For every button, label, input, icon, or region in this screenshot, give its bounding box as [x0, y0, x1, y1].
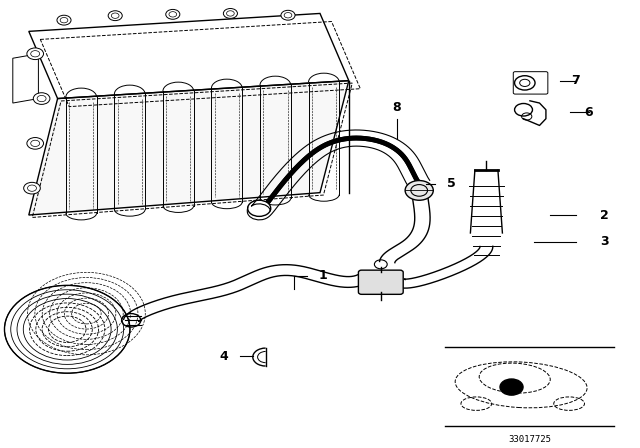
Text: 1: 1 [319, 269, 328, 282]
Text: 3: 3 [600, 235, 609, 249]
Circle shape [500, 379, 523, 395]
Circle shape [166, 9, 180, 19]
Circle shape [27, 48, 44, 60]
Circle shape [24, 182, 40, 194]
Circle shape [248, 200, 271, 216]
Circle shape [223, 9, 237, 18]
Text: 4: 4 [220, 349, 228, 363]
Circle shape [281, 10, 295, 20]
Text: 5: 5 [447, 177, 456, 190]
Text: 7: 7 [572, 74, 580, 87]
FancyBboxPatch shape [358, 270, 403, 294]
Text: 2: 2 [600, 208, 609, 222]
Circle shape [33, 93, 50, 104]
Text: 8: 8 [392, 101, 401, 114]
Circle shape [405, 181, 433, 200]
Polygon shape [13, 54, 38, 103]
Circle shape [27, 138, 44, 149]
Circle shape [57, 15, 71, 25]
Text: 33017725: 33017725 [508, 435, 551, 444]
Polygon shape [29, 81, 349, 215]
Text: 6: 6 [584, 105, 593, 119]
Circle shape [108, 11, 122, 21]
